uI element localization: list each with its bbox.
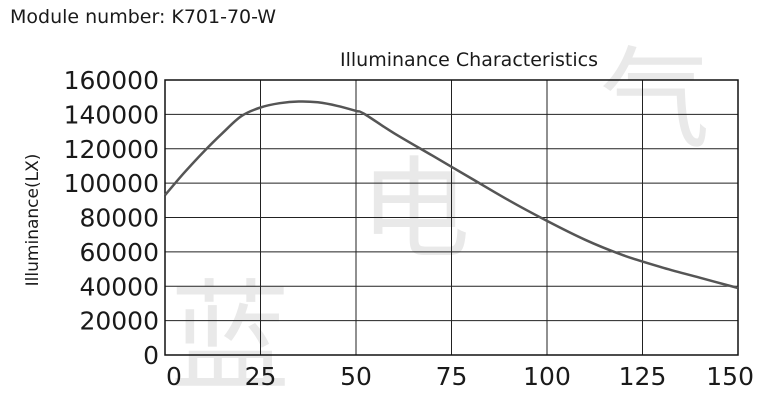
y-axis-label: Illuminance(LX) [23, 154, 43, 287]
series-layer [164, 100, 739, 290]
y-tick-label: 140000 [64, 100, 159, 129]
y-tick-label: 80000 [79, 204, 159, 233]
grid [164, 79, 739, 356]
x-tick-label: 100 [523, 362, 571, 391]
x-tick-label: 125 [619, 362, 667, 391]
illuminance-series-line [164, 100, 739, 290]
x-tick-label: 25 [245, 362, 277, 391]
x-tick-label: 75 [436, 362, 468, 391]
x-tick-label: 50 [340, 362, 372, 391]
x-tick-label: 0 [166, 362, 182, 391]
illuminance-chart: Illuminance Characteristics 020000400006… [23, 49, 754, 391]
plot-frame [164, 79, 739, 356]
x-tick-labels: 0 25 50 75 100 125 150 [166, 362, 754, 391]
chart-title: Illuminance Characteristics [340, 49, 598, 71]
y-tick-label: 40000 [79, 272, 159, 301]
y-tick-label: 60000 [79, 238, 159, 267]
y-tick-labels: 0 20000 40000 60000 80000 100000 120000 140000 1… [64, 66, 159, 370]
y-tick-label: 160000 [64, 66, 159, 95]
y-tick-label: 20000 [79, 307, 159, 336]
y-tick-label: 0 [143, 341, 159, 370]
y-tick-label: 100000 [64, 169, 159, 198]
x-tick-label: 150 [706, 362, 754, 391]
y-tick-label: 120000 [64, 135, 159, 164]
module-number-label: Module number: K701-70-W [10, 6, 277, 28]
